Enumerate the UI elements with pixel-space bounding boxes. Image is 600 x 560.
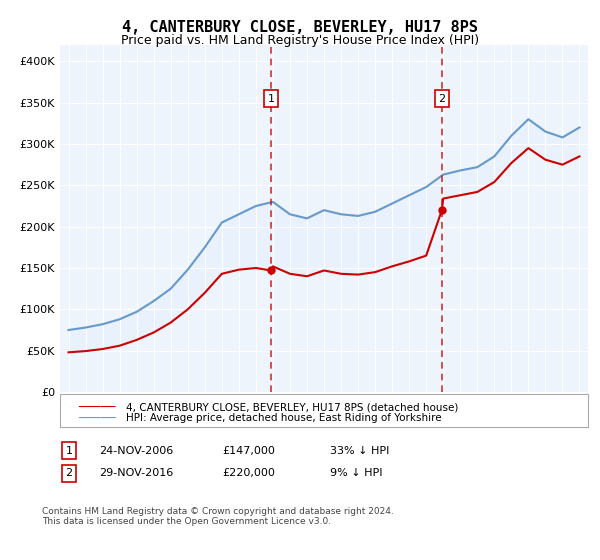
Text: HPI: Average price, detached house, East Riding of Yorkshire: HPI: Average price, detached house, East… xyxy=(126,412,442,422)
Text: HPI: Average price, detached house, East Riding of Yorkshire: HPI: Average price, detached house, East… xyxy=(126,413,442,423)
Text: 4, CANTERBURY CLOSE, BEVERLEY, HU17 8PS: 4, CANTERBURY CLOSE, BEVERLEY, HU17 8PS xyxy=(122,20,478,35)
Text: ─────: ───── xyxy=(78,400,115,414)
Text: ─────: ───── xyxy=(78,398,115,412)
Text: 2: 2 xyxy=(439,94,445,104)
Text: £220,000: £220,000 xyxy=(222,468,275,478)
Text: ─────: ───── xyxy=(78,410,115,424)
Text: 9% ↓ HPI: 9% ↓ HPI xyxy=(330,468,383,478)
Text: Price paid vs. HM Land Registry's House Price Index (HPI): Price paid vs. HM Land Registry's House … xyxy=(121,34,479,46)
Text: £147,000: £147,000 xyxy=(222,446,275,456)
Text: Contains HM Land Registry data © Crown copyright and database right 2024.
This d: Contains HM Land Registry data © Crown c… xyxy=(42,507,394,526)
Text: 1: 1 xyxy=(65,446,73,456)
Text: 29-NOV-2016: 29-NOV-2016 xyxy=(99,468,173,478)
Text: 4, CANTERBURY CLOSE, BEVERLEY, HU17 8PS (detached house): 4, CANTERBURY CLOSE, BEVERLEY, HU17 8PS … xyxy=(126,400,458,410)
Text: 2: 2 xyxy=(65,468,73,478)
Text: 33% ↓ HPI: 33% ↓ HPI xyxy=(330,446,389,456)
Text: ─────: ───── xyxy=(78,412,115,425)
Text: 24-NOV-2006: 24-NOV-2006 xyxy=(99,446,173,456)
Text: 4, CANTERBURY CLOSE, BEVERLEY, HU17 8PS (detached house): 4, CANTERBURY CLOSE, BEVERLEY, HU17 8PS … xyxy=(126,402,458,412)
Text: 1: 1 xyxy=(268,94,275,104)
